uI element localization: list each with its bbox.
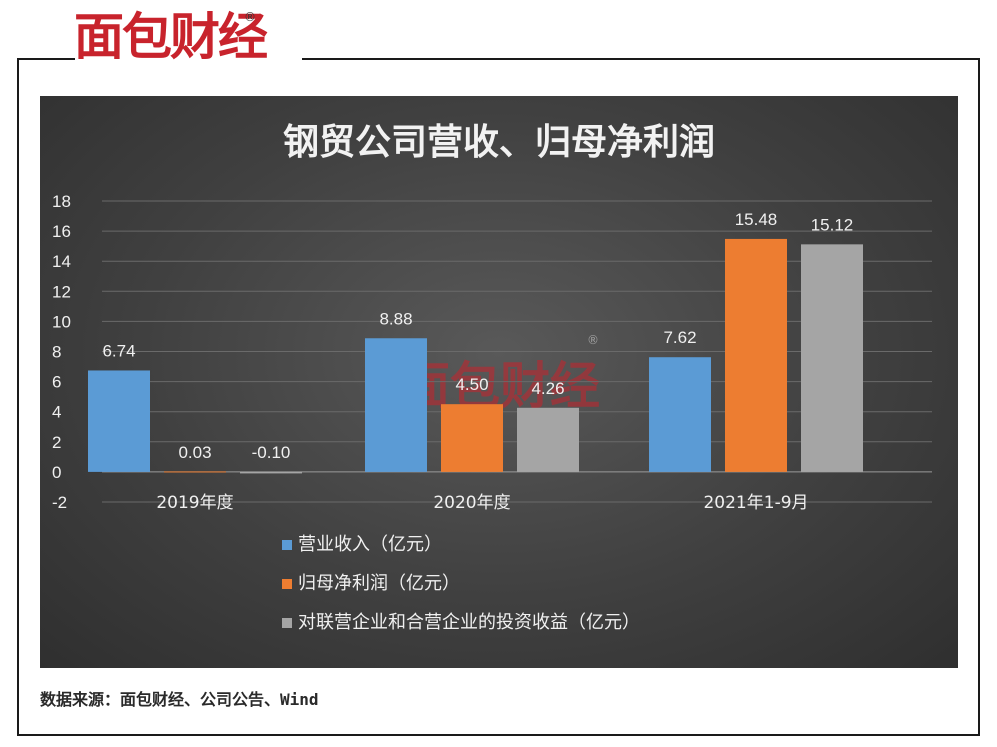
- source-note: 数据来源：面包财经、公司公告、Wind: [40, 690, 319, 709]
- bar-1: [365, 338, 427, 472]
- data-label: 6.74: [102, 341, 135, 360]
- data-labels: 6.74 0.03 -0.10 8.88 4.50 4.26 7.62 15.48 15.12: [102, 210, 853, 462]
- x-category-label: 2019年度: [156, 493, 233, 513]
- bar-1: [649, 357, 711, 472]
- frame-left: [17, 58, 19, 736]
- legend-label: 营业收入（亿元）: [298, 534, 442, 555]
- legend: 营业收入（亿元） 归母净利润（亿元） 对联营企业和合营企业的投资收益（亿元）: [282, 534, 640, 633]
- y-tick-label: -2: [52, 493, 67, 512]
- x-category-label: 2020年度: [433, 493, 510, 513]
- bar-1: [88, 370, 150, 472]
- bar-2: [164, 471, 226, 473]
- frame-top-left: [17, 58, 75, 60]
- data-label: 7.62: [663, 328, 696, 347]
- data-label: 4.50: [455, 375, 488, 394]
- data-label: 8.88: [379, 309, 412, 328]
- y-tick-label: 0: [52, 463, 61, 482]
- bar-2: [725, 238, 787, 472]
- data-label: -0.10: [252, 443, 291, 462]
- data-label: 4.26: [531, 379, 564, 398]
- data-label: 0.03: [178, 443, 211, 462]
- frame-top-right: [302, 58, 980, 60]
- legend-swatch: [282, 540, 292, 550]
- frame-bottom: [17, 734, 980, 736]
- data-label: 15.12: [811, 215, 854, 234]
- bar-chart: 面包财经 ® 钢贸公司营收、归母净利润 -2 0 2 4 6 8 10 12 14 16 18 6.…: [52, 122, 932, 633]
- y-tick-label: 4: [52, 403, 61, 422]
- y-tick-label: 16: [52, 222, 71, 241]
- bar-3: [517, 407, 579, 472]
- chart-title: 钢贸公司营收、归母净利润: [283, 122, 715, 163]
- watermark-reg-mark: ®: [587, 333, 599, 347]
- y-tick-label: 10: [52, 312, 71, 331]
- brand-logo-text: 面包财经: [74, 8, 268, 66]
- brand-watermark: 面包财经 ®: [400, 333, 600, 415]
- y-axis-ticks: -2 0 2 4 6 8 10 12 14 16 18: [52, 192, 71, 512]
- legend-swatch: [282, 618, 292, 628]
- y-tick-label: 6: [52, 373, 61, 392]
- brand-logo: 面包财经 ®: [74, 10, 268, 62]
- y-tick-label: 18: [52, 192, 71, 211]
- y-tick-label: 2: [52, 433, 61, 452]
- bar-3: [801, 244, 863, 472]
- y-tick-label: 12: [52, 282, 71, 301]
- bar-3: [240, 471, 302, 474]
- legend-swatch: [282, 579, 292, 589]
- y-tick-label: 14: [52, 252, 71, 271]
- x-category-label: 2021年1-9月: [703, 493, 808, 513]
- frame-right: [978, 58, 980, 736]
- registered-mark: ®: [244, 10, 256, 24]
- bar-2: [441, 404, 503, 472]
- y-tick-label: 8: [52, 343, 61, 362]
- chart-panel: 面包财经 ® 钢贸公司营收、归母净利润 -2 0 2 4 6 8 10 12 14 16 18 6.…: [40, 96, 958, 668]
- legend-label: 对联营企业和合营企业的投资收益（亿元）: [298, 612, 640, 633]
- bars: [88, 238, 863, 474]
- x-axis-categories: 2019年度 2020年度 2021年1-9月: [156, 493, 808, 513]
- data-label: 15.48: [735, 210, 778, 229]
- legend-label: 归母净利润（亿元）: [298, 573, 460, 594]
